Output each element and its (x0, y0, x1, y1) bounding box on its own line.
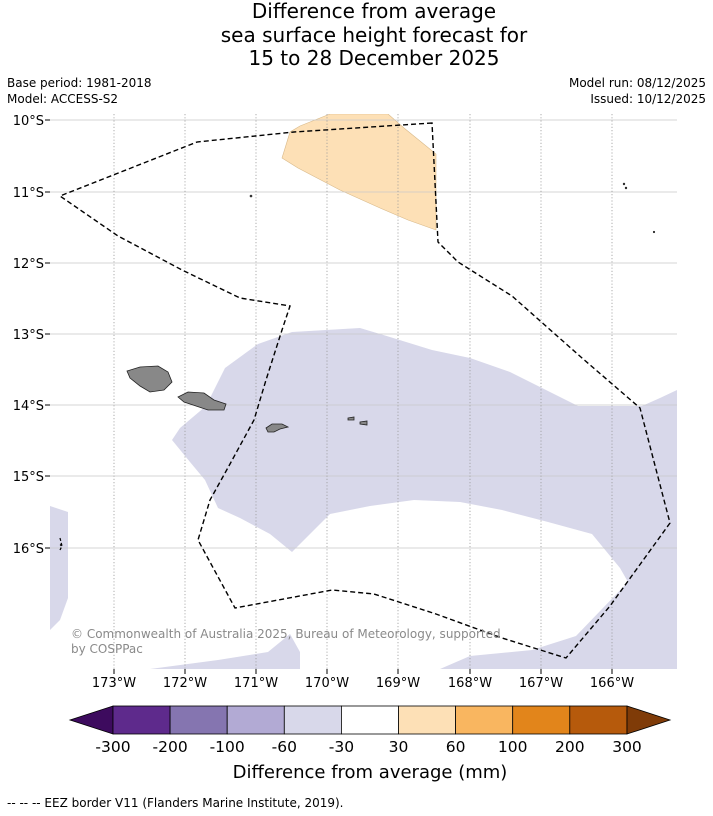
positive-anomaly-region (281, 114, 437, 231)
colorbar-segment (340, 705, 399, 735)
lon-label: 167°W (519, 676, 563, 691)
copyright-line-2: by COSPPac (71, 642, 143, 656)
islet-ne-1 (622, 182, 626, 186)
islands (59, 182, 656, 547)
model-name: Model: ACCESS-S2 (7, 92, 119, 106)
negative-anomaly-bottom (150, 634, 300, 669)
colorbar-extend-left (68, 705, 114, 735)
tutuila-island (265, 423, 290, 433)
colorbar: -300 -200 -100 -60 -30 30 60 100 200 300… (68, 705, 672, 783)
colorbar-segment (283, 705, 342, 735)
copyright-line-1: © Commonwealth of Australia 2025, Bureau… (71, 627, 501, 641)
lat-label: 10°S (13, 114, 44, 129)
lat-label: 12°S (13, 257, 44, 272)
savaii-island (126, 365, 173, 393)
negative-anomaly-left (50, 506, 68, 630)
map-area: © Commonwealth of Australia 2025, Bureau… (50, 114, 677, 669)
swains-island (249, 194, 253, 198)
lon-label: 168°W (448, 676, 492, 691)
title-line-2: sea surface height forecast for (220, 22, 528, 47)
lat-label: 16°S (13, 542, 44, 557)
colorbar-tick-label: 100 (498, 738, 528, 756)
colorbar-tick-label: 300 (612, 738, 642, 756)
lon-label: 172°W (163, 676, 207, 691)
lon-label: 170°W (305, 676, 349, 691)
lat-label: 15°S (13, 470, 44, 485)
colorbar-tick-label: -200 (153, 738, 188, 756)
lat-label: 13°S (13, 328, 44, 343)
colorbar-extend-right (626, 705, 672, 735)
longitude-axis: 173°W 172°W 171°W 170°W 169°W 168°W 167°… (92, 669, 634, 691)
base-period: Base period: 1981-2018 (7, 76, 152, 90)
eez-border-fragment (59, 537, 63, 551)
islet-e (652, 230, 656, 234)
colorbar-segment (512, 705, 571, 735)
lon-label: 171°W (234, 676, 278, 691)
map-title: Difference from average sea surface heig… (0, 0, 713, 71)
eez-border (58, 122, 671, 659)
lon-label: 173°W (92, 676, 136, 691)
colorbar-tick-label: 60 (446, 738, 466, 756)
gridlines (50, 114, 677, 669)
tau-island (359, 420, 368, 426)
latitude-axis: 10°S 11°S 12°S 13°S 14°S 15°S 16°S (13, 114, 50, 557)
issued-date: Issued: 10/12/2025 (590, 92, 706, 106)
colorbar-segment (169, 705, 228, 735)
meta-right: Model run: 08/12/2025 Issued: 10/12/2025 (569, 75, 706, 107)
colorbar-tick-label: -300 (95, 738, 130, 756)
islet-ne-2 (624, 186, 628, 190)
lat-label: 11°S (13, 186, 44, 201)
model-run: Model run: 08/12/2025 (568, 76, 706, 90)
colorbar-tick-label: 200 (555, 738, 585, 756)
negative-anomaly-region (172, 328, 677, 669)
colorbar-segment (569, 705, 628, 735)
upolu-island (177, 391, 227, 411)
ofu-island (347, 416, 355, 421)
colorbar-segment (455, 705, 514, 735)
colorbar-tick-label: -100 (210, 738, 245, 756)
colorbar-tick-label: 30 (389, 738, 409, 756)
title-line-1: Difference from average (251, 0, 497, 23)
lat-label: 14°S (13, 399, 44, 414)
colorbar-segment (398, 705, 456, 735)
lon-label: 166°W (590, 676, 634, 691)
colorbar-tick-label: -30 (329, 738, 354, 756)
colorbar-tick-label: -60 (272, 738, 297, 756)
colorbar-segment (112, 705, 171, 735)
eez-legend-note: -- -- -- EEZ border V11 (Flanders Marine… (7, 796, 344, 810)
colorbar-title: Difference from average (mm) (233, 762, 508, 783)
lon-label: 169°W (376, 676, 420, 691)
colorbar-segment (226, 705, 285, 735)
title-line-3: 15 to 28 December 2025 (248, 46, 500, 70)
meta-left: Base period: 1981-2018 Model: ACCESS-S2 (7, 75, 152, 107)
